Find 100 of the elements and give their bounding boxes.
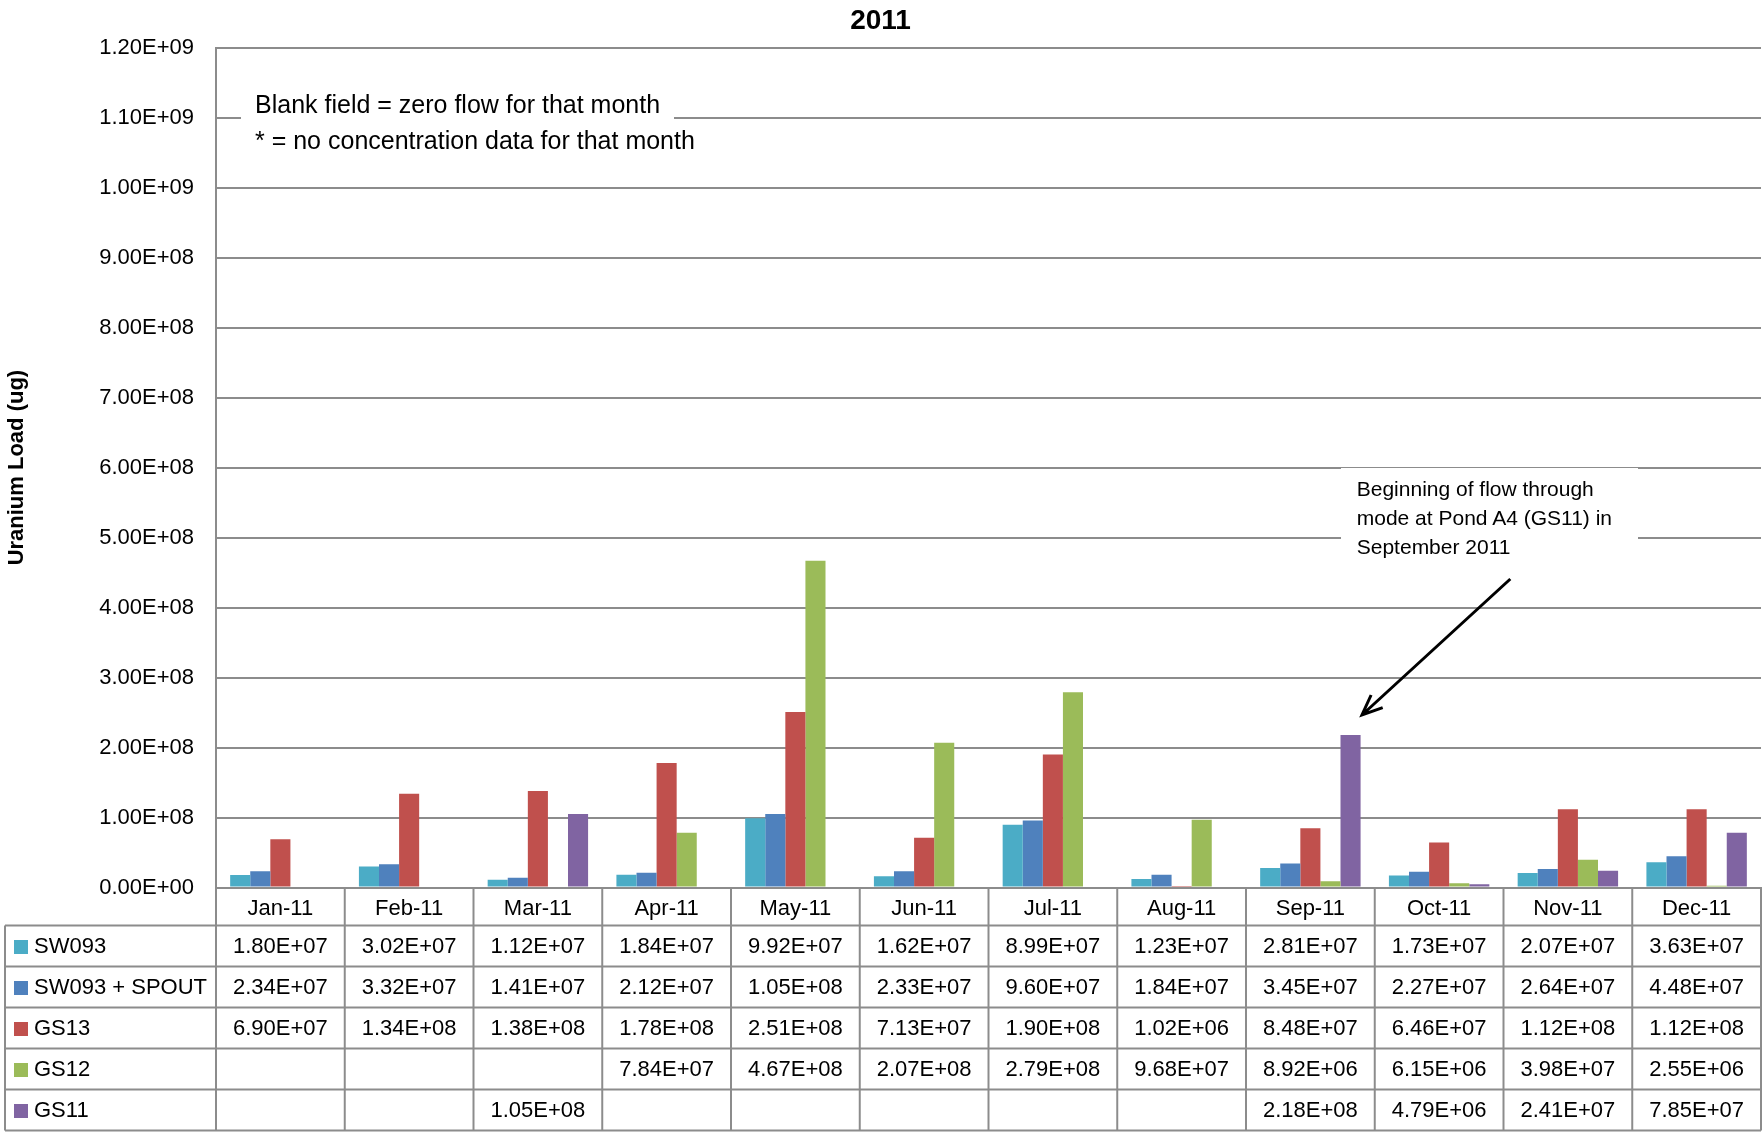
data-label: 2.07E+07 bbox=[1520, 933, 1616, 960]
bar bbox=[1666, 856, 1687, 887]
bar bbox=[1260, 867, 1281, 887]
data-label: 1.78E+08 bbox=[619, 1015, 715, 1042]
bar bbox=[379, 864, 400, 887]
bar bbox=[894, 871, 915, 887]
x-tick-label: Jun-11 bbox=[891, 894, 957, 920]
bar bbox=[358, 866, 379, 887]
data-label: 2.12E+07 bbox=[619, 974, 715, 1001]
data-label: 8.99E+07 bbox=[1005, 933, 1101, 960]
y-tick-label: 9.00E+08 bbox=[99, 243, 194, 269]
y-tick-label: 1.20E+09 bbox=[99, 33, 194, 59]
bar bbox=[1320, 881, 1341, 887]
data-label: 1.34E+08 bbox=[361, 1015, 457, 1042]
data-label: 2.81E+07 bbox=[1262, 933, 1358, 960]
data-label: 4.48E+07 bbox=[1649, 974, 1745, 1001]
data-label: 1.84E+07 bbox=[619, 933, 715, 960]
x-tick-label: Sep-11 bbox=[1275, 894, 1346, 920]
bar bbox=[1537, 869, 1558, 887]
data-label: 1.73E+07 bbox=[1391, 933, 1487, 960]
bar bbox=[1429, 842, 1450, 887]
data-label: 1.12E+07 bbox=[490, 933, 586, 960]
annotation: Beginning of flow through mode at Pond A4 (GS11) in September 2011 bbox=[1340, 467, 1638, 567]
bar bbox=[616, 874, 637, 887]
data-label: 2.51E+08 bbox=[747, 1015, 843, 1042]
data-label: 3.32E+07 bbox=[361, 974, 457, 1001]
data-label: 7.13E+07 bbox=[876, 1015, 972, 1042]
data-label: 1.02E+06 bbox=[1134, 1015, 1230, 1042]
data-label: 2.27E+07 bbox=[1391, 974, 1487, 1001]
data-label: 7.84E+07 bbox=[619, 1056, 715, 1083]
data-label: 1.05E+08 bbox=[490, 1097, 586, 1124]
data-label: 1.84E+07 bbox=[1134, 974, 1230, 1001]
y-tick-label: 0.00E+00 bbox=[99, 873, 194, 899]
bar bbox=[676, 832, 697, 887]
x-tick-label: Nov-11 bbox=[1533, 894, 1603, 920]
data-label: 7.85E+07 bbox=[1649, 1097, 1745, 1124]
legend-label: SW093 bbox=[34, 933, 107, 959]
y-tick-label: 8.00E+08 bbox=[99, 313, 194, 339]
bar bbox=[1726, 832, 1747, 887]
data-label: 2.41E+07 bbox=[1520, 1097, 1616, 1124]
legend-label: GS13 bbox=[34, 1015, 91, 1041]
data-label: 1.12E+08 bbox=[1520, 1015, 1616, 1042]
data-label: 1.80E+07 bbox=[232, 933, 328, 960]
chart-title: 2011 bbox=[850, 3, 911, 35]
bar bbox=[507, 877, 528, 887]
data-label: 1.62E+07 bbox=[876, 933, 972, 960]
bar bbox=[1042, 754, 1063, 887]
legend-label: SW093 + SPOUT bbox=[34, 974, 208, 1000]
data-label: 2.18E+08 bbox=[1262, 1097, 1358, 1124]
y-axis-title: Uranium Load (ug) bbox=[3, 369, 29, 566]
bar bbox=[914, 837, 935, 887]
data-label: 1.38E+08 bbox=[490, 1015, 586, 1042]
data-label: 2.34E+07 bbox=[232, 974, 328, 1001]
x-tick-label: Mar-11 bbox=[503, 894, 572, 920]
data-label: 8.92E+06 bbox=[1262, 1056, 1358, 1083]
data-label: 1.23E+07 bbox=[1134, 933, 1230, 960]
annotation: * = no concentration data for that month bbox=[241, 121, 709, 158]
y-tick-label: 6.00E+08 bbox=[99, 453, 194, 479]
bar bbox=[765, 814, 786, 887]
y-tick-label: 3.00E+08 bbox=[99, 663, 194, 689]
bar bbox=[568, 814, 589, 887]
y-tick-label: 2.00E+08 bbox=[99, 733, 194, 759]
bar bbox=[399, 793, 420, 887]
bar bbox=[1340, 735, 1361, 887]
bar bbox=[636, 872, 657, 887]
data-label: 3.98E+07 bbox=[1520, 1056, 1616, 1083]
x-tick-label: Feb-11 bbox=[375, 894, 444, 920]
data-label: 2.79E+08 bbox=[1005, 1056, 1101, 1083]
bar bbox=[1022, 820, 1043, 887]
bar bbox=[1280, 863, 1301, 887]
bar bbox=[1598, 870, 1619, 887]
data-label: 6.15E+06 bbox=[1391, 1056, 1487, 1083]
bar bbox=[1686, 809, 1707, 887]
x-tick-label: Oct-11 bbox=[1406, 894, 1472, 920]
x-tick-label: Dec-11 bbox=[1661, 894, 1732, 920]
x-tick-label: Apr-11 bbox=[634, 894, 699, 920]
y-tick-label: 4.00E+08 bbox=[99, 593, 194, 619]
bar bbox=[805, 560, 826, 887]
bar bbox=[1409, 871, 1430, 887]
bar bbox=[250, 871, 271, 887]
x-tick-label: Aug-11 bbox=[1146, 894, 1217, 920]
data-label: 2.64E+07 bbox=[1520, 974, 1616, 1001]
data-label: 1.90E+08 bbox=[1005, 1015, 1101, 1042]
data-label: 9.60E+07 bbox=[1005, 974, 1101, 1001]
data-label: 2.33E+07 bbox=[876, 974, 972, 1001]
data-label: 3.63E+07 bbox=[1649, 933, 1745, 960]
x-tick-label: May-11 bbox=[759, 894, 832, 920]
data-label: 8.48E+07 bbox=[1262, 1015, 1358, 1042]
data-label: 4.79E+06 bbox=[1391, 1097, 1487, 1124]
x-tick-label: Jan-11 bbox=[247, 894, 314, 920]
legend-label: GS12 bbox=[34, 1056, 91, 1082]
bar bbox=[1062, 692, 1083, 887]
bar bbox=[1131, 878, 1152, 887]
bar bbox=[527, 791, 548, 887]
bar bbox=[1517, 873, 1538, 887]
data-label: 1.05E+08 bbox=[747, 974, 843, 1001]
bar bbox=[1469, 884, 1490, 887]
bar bbox=[1557, 809, 1578, 887]
y-tick-label: 7.00E+08 bbox=[99, 383, 194, 409]
data-label: 2.07E+08 bbox=[876, 1056, 972, 1083]
